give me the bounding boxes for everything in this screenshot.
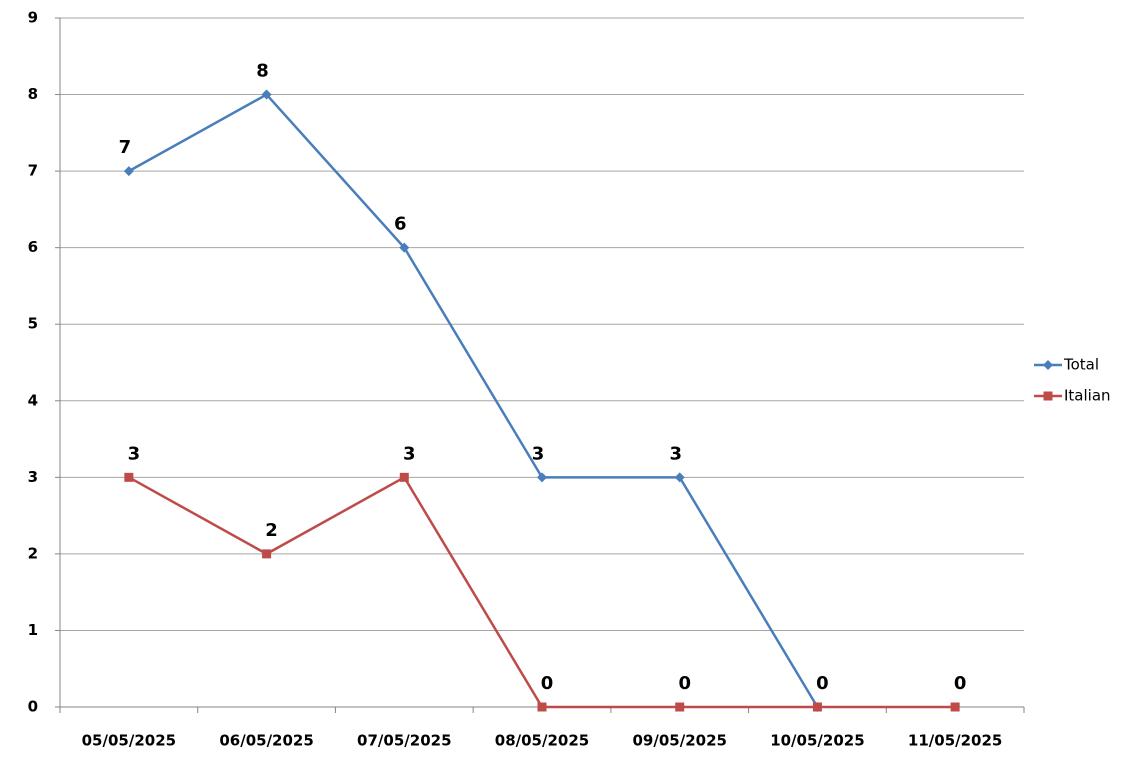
point: [262, 549, 272, 559]
point: [124, 472, 134, 482]
data-label: 3: [403, 443, 416, 464]
x-tick-label: 09/05/2025: [632, 732, 726, 750]
point: [950, 702, 960, 712]
x-tick-label: 08/05/2025: [495, 732, 589, 750]
data-label: 0: [954, 673, 967, 694]
point: [537, 702, 547, 712]
y-tick-label: 9: [28, 9, 38, 27]
point: [261, 89, 272, 100]
data-label: 0: [678, 673, 691, 694]
point: [1043, 360, 1053, 370]
point: [399, 242, 410, 253]
point: [537, 472, 547, 483]
data-label: 3: [669, 443, 682, 464]
legend-label: Italian: [1064, 387, 1111, 405]
data-label: 0: [541, 673, 554, 694]
y-tick-label: 1: [28, 621, 38, 639]
data-label: 3: [128, 443, 141, 464]
y-tick-label: 0: [28, 698, 38, 716]
y-tick-label: 4: [28, 391, 38, 409]
series-line: [128, 92, 819, 708]
y-tick-label: 6: [28, 238, 38, 256]
point: [1043, 391, 1053, 401]
y-tick-label: 2: [28, 544, 38, 562]
data-label: 6: [394, 214, 407, 235]
point: [812, 702, 822, 712]
point: [399, 472, 409, 482]
point: [675, 702, 685, 712]
point: [123, 166, 134, 177]
data-label: 8: [256, 61, 269, 82]
x-tick-label: 07/05/2025: [357, 732, 451, 750]
data-label: 3: [532, 443, 545, 464]
data-label: 0: [816, 673, 829, 694]
x-tick-label: 11/05/2025: [908, 732, 1002, 750]
point: [674, 472, 685, 483]
y-tick-label: 8: [28, 85, 38, 103]
y-tick-label: 7: [28, 162, 38, 180]
x-tick-label: 06/05/2025: [219, 732, 313, 750]
y-tick-label: 3: [28, 468, 38, 486]
legend-label: Total: [1063, 356, 1099, 374]
data-label: 2: [265, 520, 278, 541]
y-tick-label: 5: [28, 315, 38, 333]
x-tick-label: 10/05/2025: [770, 732, 864, 750]
data-label: 7: [119, 137, 132, 158]
x-tick-label: 05/05/2025: [82, 732, 176, 750]
